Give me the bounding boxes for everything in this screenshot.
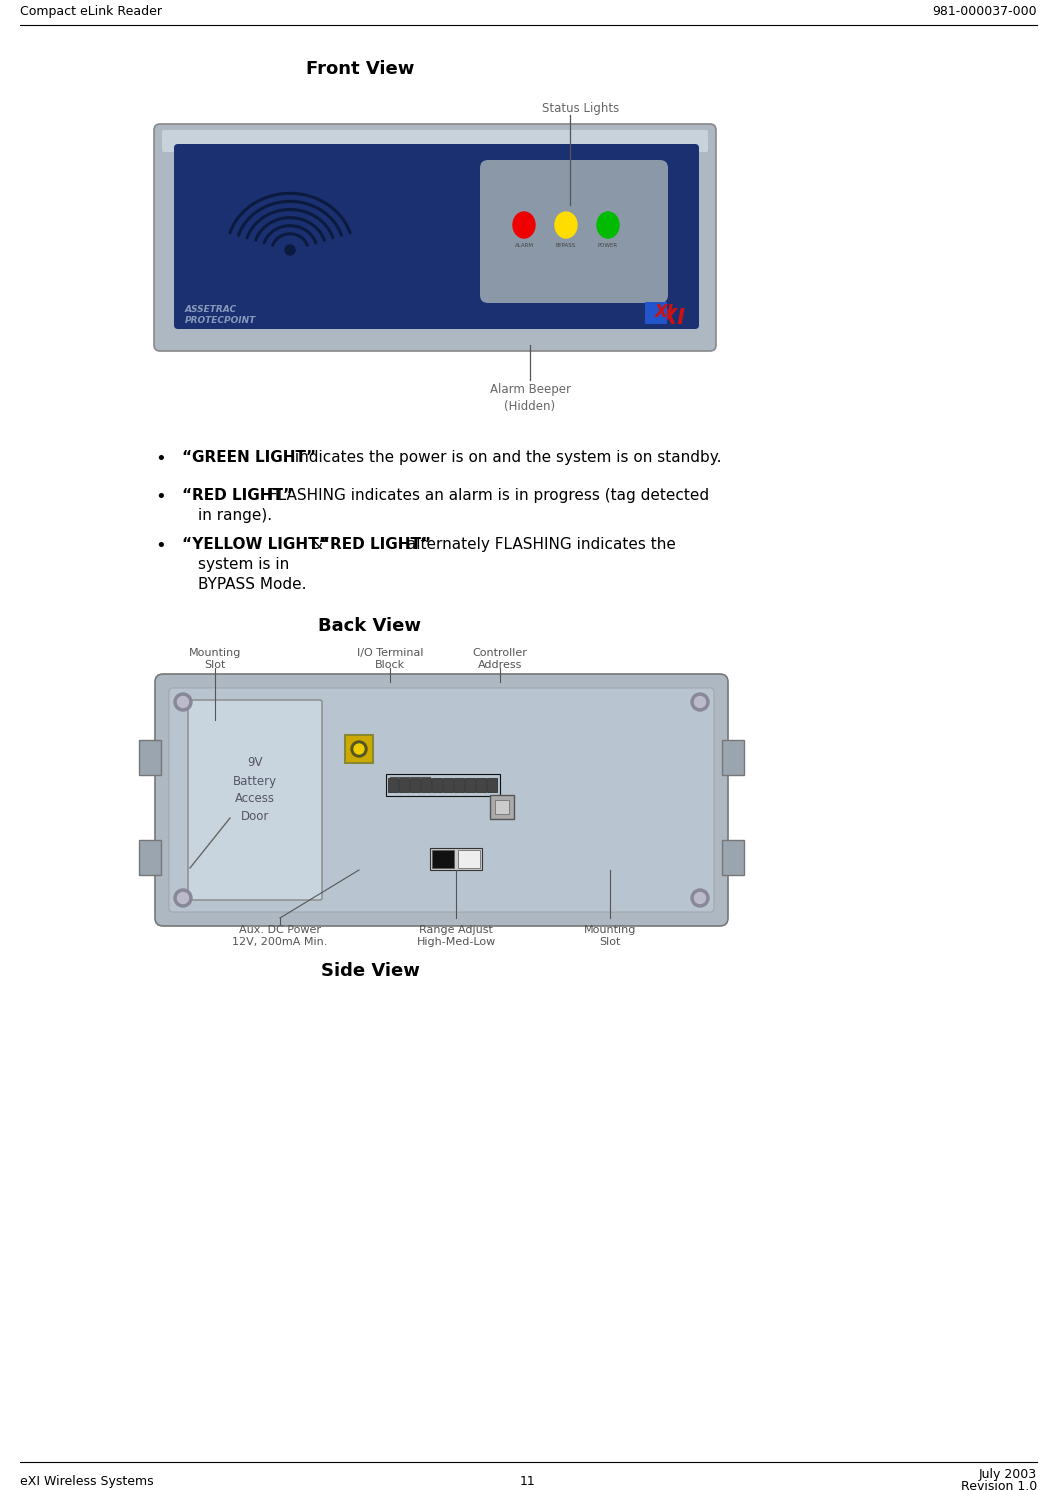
Text: BYPASS: BYPASS xyxy=(556,243,576,247)
Bar xyxy=(421,778,431,793)
Text: Range Adjust
High-Med-Low: Range Adjust High-Med-Low xyxy=(416,925,496,948)
Circle shape xyxy=(691,693,709,711)
Text: alternately FLASHING indicates the: alternately FLASHING indicates the xyxy=(402,536,675,551)
Text: Side View: Side View xyxy=(320,963,420,980)
Text: Back View: Back View xyxy=(318,617,422,635)
Text: “RED LIGHT”: “RED LIGHT” xyxy=(320,536,431,551)
Text: system is in: system is in xyxy=(198,557,290,572)
Circle shape xyxy=(694,893,705,903)
Bar xyxy=(455,778,464,793)
Text: “YELLOW LIGHT”: “YELLOW LIGHT” xyxy=(182,536,329,551)
Circle shape xyxy=(694,696,705,708)
Text: Aux. DC Power
12V, 200mA Min.: Aux. DC Power 12V, 200mA Min. xyxy=(233,925,328,948)
Text: ALARM: ALARM xyxy=(515,243,534,247)
Text: in range).: in range). xyxy=(198,508,272,523)
Circle shape xyxy=(178,696,188,708)
FancyBboxPatch shape xyxy=(154,124,716,352)
Bar xyxy=(722,840,744,875)
Bar xyxy=(722,741,744,775)
Bar xyxy=(398,778,409,793)
Bar xyxy=(345,735,373,763)
Bar xyxy=(645,302,667,323)
Text: •: • xyxy=(155,489,166,507)
Text: 1: 1 xyxy=(490,793,495,799)
Text: 7: 7 xyxy=(425,793,428,799)
FancyBboxPatch shape xyxy=(174,145,699,329)
Bar xyxy=(487,778,497,793)
Bar xyxy=(386,773,500,796)
Bar xyxy=(410,778,420,793)
Text: 2: 2 xyxy=(480,793,483,799)
Circle shape xyxy=(351,741,367,757)
Ellipse shape xyxy=(597,212,619,238)
Circle shape xyxy=(178,893,188,903)
Text: Revision 1.0: Revision 1.0 xyxy=(961,1480,1037,1490)
Text: •: • xyxy=(155,450,166,468)
Text: “RED LIGHT”: “RED LIGHT” xyxy=(182,489,293,504)
Ellipse shape xyxy=(513,212,535,238)
Text: eXI: eXI xyxy=(647,308,685,328)
Text: indicates the power is on and the system is on standby.: indicates the power is on and the system… xyxy=(290,450,722,465)
Text: •: • xyxy=(155,536,166,554)
Text: 9: 9 xyxy=(403,793,407,799)
Text: Status Lights: Status Lights xyxy=(542,101,619,115)
Text: 981-000037-000: 981-000037-000 xyxy=(932,4,1037,18)
Text: 0: 0 xyxy=(391,793,395,799)
Text: eXI Wireless Systems: eXI Wireless Systems xyxy=(20,1475,153,1489)
Bar xyxy=(140,840,161,875)
Text: ASSETRAC: ASSETRAC xyxy=(185,305,237,314)
Bar xyxy=(140,741,161,775)
Circle shape xyxy=(691,890,709,907)
Text: 8: 8 xyxy=(413,793,418,799)
Bar xyxy=(443,778,453,793)
Text: 3: 3 xyxy=(468,793,472,799)
Text: July 2003: July 2003 xyxy=(979,1468,1037,1481)
Text: &: & xyxy=(305,536,328,551)
Bar xyxy=(430,848,482,870)
Text: “GREEN LIGHT”: “GREEN LIGHT” xyxy=(182,450,316,465)
Text: PROTECPOINT: PROTECPOINT xyxy=(185,316,256,325)
Text: BYPASS Mode.: BYPASS Mode. xyxy=(198,577,307,592)
Text: Front View: Front View xyxy=(305,60,414,77)
Ellipse shape xyxy=(555,212,577,238)
FancyBboxPatch shape xyxy=(155,673,728,925)
Bar xyxy=(432,778,442,793)
Text: Mounting
Slot: Mounting Slot xyxy=(189,648,241,670)
FancyBboxPatch shape xyxy=(188,700,322,900)
FancyBboxPatch shape xyxy=(162,130,708,152)
Text: 6: 6 xyxy=(435,793,440,799)
Text: 4: 4 xyxy=(458,793,462,799)
Text: I/O Terminal
Block: I/O Terminal Block xyxy=(357,648,423,670)
Circle shape xyxy=(285,244,295,255)
Circle shape xyxy=(354,744,364,754)
Bar xyxy=(432,849,455,869)
Bar xyxy=(495,800,509,814)
Bar xyxy=(388,778,398,793)
Text: Mounting
Slot: Mounting Slot xyxy=(583,925,636,948)
Text: 5: 5 xyxy=(446,793,450,799)
Text: Controller
Address: Controller Address xyxy=(472,648,527,670)
Text: XI: XI xyxy=(655,302,674,320)
Text: FLASHING indicates an alarm is in progress (tag detected: FLASHING indicates an alarm is in progre… xyxy=(264,489,709,504)
Bar xyxy=(458,849,480,869)
Text: POWER: POWER xyxy=(598,243,618,247)
Text: Alarm Beeper
(Hidden): Alarm Beeper (Hidden) xyxy=(489,383,571,413)
Bar xyxy=(490,796,514,820)
Bar xyxy=(476,778,486,793)
Bar xyxy=(465,778,475,793)
FancyBboxPatch shape xyxy=(480,159,668,302)
Circle shape xyxy=(174,890,192,907)
Text: Compact eLink Reader: Compact eLink Reader xyxy=(20,4,162,18)
Text: 9V
Battery
Access
Door: 9V Battery Access Door xyxy=(233,757,277,824)
Circle shape xyxy=(174,693,192,711)
FancyBboxPatch shape xyxy=(169,688,713,912)
Text: 11: 11 xyxy=(520,1475,536,1489)
